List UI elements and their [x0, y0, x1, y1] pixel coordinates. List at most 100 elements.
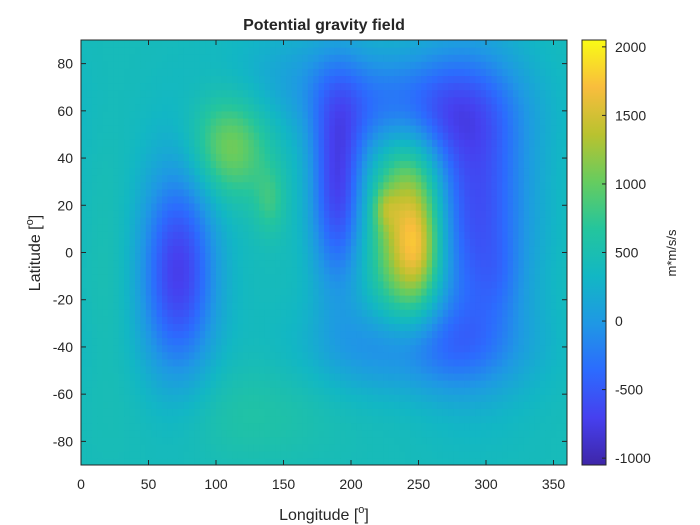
- heatmap-cell: [561, 217, 567, 225]
- heatmap-cell: [475, 380, 482, 388]
- heatmap-cell: [167, 210, 174, 218]
- heatmap-cell: [529, 309, 536, 317]
- heatmap-cell: [237, 351, 244, 360]
- heatmap-cell: [356, 153, 363, 162]
- heatmap-cell: [318, 280, 325, 289]
- heatmap-cell: [108, 309, 114, 317]
- heatmap-cell: [334, 146, 341, 154]
- heatmap-cell: [405, 139, 411, 147]
- heatmap-cell: [253, 450, 260, 459]
- heatmap-cell: [243, 96, 249, 105]
- heatmap-cell: [91, 401, 98, 409]
- heatmap-cell: [453, 457, 460, 465]
- heatmap-cell: [259, 316, 266, 324]
- heatmap-cell: [275, 323, 282, 332]
- heatmap-cell: [399, 365, 406, 374]
- heatmap-cell: [183, 450, 190, 459]
- heatmap-cell: [394, 139, 401, 147]
- heatmap-cell: [388, 181, 395, 190]
- heatmap-cell: [410, 401, 417, 409]
- heatmap-cell: [502, 231, 509, 239]
- heatmap-cell: [345, 238, 352, 247]
- heatmap-cell: [561, 195, 567, 204]
- heatmap-cell: [480, 443, 487, 452]
- heatmap-cell: [491, 103, 498, 112]
- heatmap-cell: [351, 117, 357, 126]
- heatmap-cell: [205, 443, 212, 452]
- heatmap-cell: [329, 394, 336, 402]
- heatmap-cell: [183, 330, 190, 339]
- heatmap-cell: [189, 110, 195, 119]
- heatmap-cell: [550, 231, 557, 239]
- heatmap-cell: [448, 450, 455, 459]
- heatmap-cell: [324, 217, 330, 225]
- heatmap-cell: [507, 273, 514, 282]
- heatmap-cell: [291, 323, 298, 332]
- heatmap-cell: [280, 252, 287, 261]
- heatmap-cell: [367, 380, 374, 388]
- heatmap-cell: [210, 110, 217, 119]
- heatmap-cell: [378, 415, 384, 424]
- heatmap-cell: [469, 309, 476, 317]
- heatmap-cell: [243, 387, 249, 395]
- heatmap-cell: [297, 287, 303, 296]
- heatmap-cell: [221, 153, 228, 162]
- heatmap-cell: [367, 323, 374, 332]
- heatmap-cell: [356, 316, 363, 324]
- heatmap-cell: [221, 103, 228, 112]
- heatmap-cell: [486, 181, 492, 190]
- heatmap-cell: [432, 224, 438, 232]
- heatmap-cell: [113, 117, 120, 126]
- heatmap-cell: [167, 443, 174, 452]
- heatmap-cell: [216, 401, 222, 409]
- heatmap-cell: [513, 167, 519, 176]
- heatmap-cell: [297, 146, 303, 154]
- heatmap-cell: [97, 68, 104, 77]
- heatmap-cell: [491, 132, 498, 140]
- heatmap-cell: [378, 117, 384, 126]
- heatmap-cell: [540, 160, 546, 169]
- heatmap-cell: [550, 302, 557, 310]
- heatmap-cell: [167, 75, 174, 84]
- heatmap-cell: [264, 82, 271, 91]
- heatmap-cell: [550, 408, 557, 417]
- heatmap-cell: [297, 295, 303, 303]
- heatmap-cell: [183, 68, 190, 77]
- heatmap-cell: [437, 387, 444, 395]
- heatmap-cell: [545, 280, 552, 289]
- heatmap-cell: [167, 344, 174, 353]
- heatmap-cell: [307, 337, 314, 346]
- heatmap-cell: [556, 245, 563, 254]
- heatmap-cell: [237, 280, 244, 289]
- heatmap-cell: [383, 238, 390, 247]
- heatmap-cell: [232, 309, 239, 317]
- heatmap-cell: [518, 351, 525, 360]
- heatmap-cell: [275, 231, 282, 239]
- heatmap-cell: [243, 337, 249, 346]
- heatmap-cell: [529, 358, 536, 367]
- heatmap-cell: [297, 224, 303, 232]
- heatmap-cell: [270, 457, 276, 465]
- heatmap-cell: [253, 132, 260, 140]
- heatmap-cell: [81, 160, 87, 169]
- heatmap-cell: [345, 351, 352, 360]
- heatmap-cell: [437, 443, 444, 452]
- heatmap-cell: [523, 82, 530, 91]
- heatmap-cell: [291, 160, 298, 169]
- heatmap-cell: [113, 139, 120, 147]
- heatmap-cell: [178, 103, 185, 112]
- heatmap-cell: [394, 365, 401, 374]
- heatmap-cell: [297, 273, 303, 282]
- heatmap-cell: [464, 457, 471, 465]
- heatmap-cell: [253, 96, 260, 105]
- heatmap-cell: [383, 110, 390, 119]
- heatmap-cell: [243, 125, 249, 133]
- heatmap-cell: [513, 401, 519, 409]
- heatmap-cell: [183, 125, 190, 133]
- heatmap-cell: [561, 174, 567, 183]
- heatmap-cell: [437, 224, 444, 232]
- heatmap-cell: [399, 117, 406, 126]
- heatmap-cell: [275, 372, 282, 381]
- heatmap-cell: [178, 443, 185, 452]
- heatmap-cell: [91, 252, 98, 261]
